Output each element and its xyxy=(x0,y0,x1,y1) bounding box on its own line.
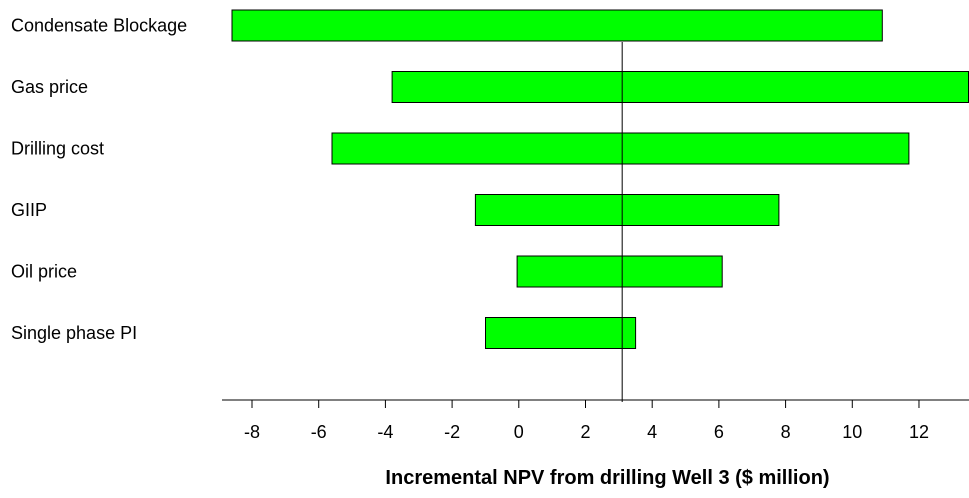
x-tick-label: -6 xyxy=(311,422,327,442)
x-tick-label: 8 xyxy=(781,422,791,442)
bar-giip xyxy=(474,194,780,226)
x-tick-label: 6 xyxy=(714,422,724,442)
bar-condensate-blockage xyxy=(231,9,883,42)
bar-single-phase-pi xyxy=(485,317,637,349)
bar-drilling-cost xyxy=(331,132,910,165)
x-axis-title: Incremental NPV from drilling Well 3 ($ … xyxy=(385,467,829,489)
bars-group xyxy=(231,9,969,349)
x-tick-label: 4 xyxy=(647,422,657,442)
category-label: Oil price xyxy=(11,262,77,282)
category-label: GIIP xyxy=(11,200,47,220)
x-tick-label: -4 xyxy=(377,422,393,442)
x-tick-label: -2 xyxy=(444,422,460,442)
category-label: Single phase PI xyxy=(11,323,137,343)
category-label: Gas price xyxy=(11,77,88,97)
bar-gas-price xyxy=(391,71,969,103)
x-tick-label: 12 xyxy=(909,422,929,442)
x-tick-label: 0 xyxy=(514,422,524,442)
x-tick-label: 10 xyxy=(842,422,862,442)
category-label: Drilling cost xyxy=(11,139,104,159)
category-label: Condensate Blockage xyxy=(11,16,187,36)
x-tick-label: 2 xyxy=(580,422,590,442)
category-labels: Condensate Blockage Gas price Drilling cos… xyxy=(11,16,187,344)
x-axis-ticks: -8 -6 -4 -2 0 2 4 6 8 10 12 xyxy=(244,400,929,442)
bar-oil-price xyxy=(516,255,723,288)
x-tick-label: -8 xyxy=(244,422,260,442)
